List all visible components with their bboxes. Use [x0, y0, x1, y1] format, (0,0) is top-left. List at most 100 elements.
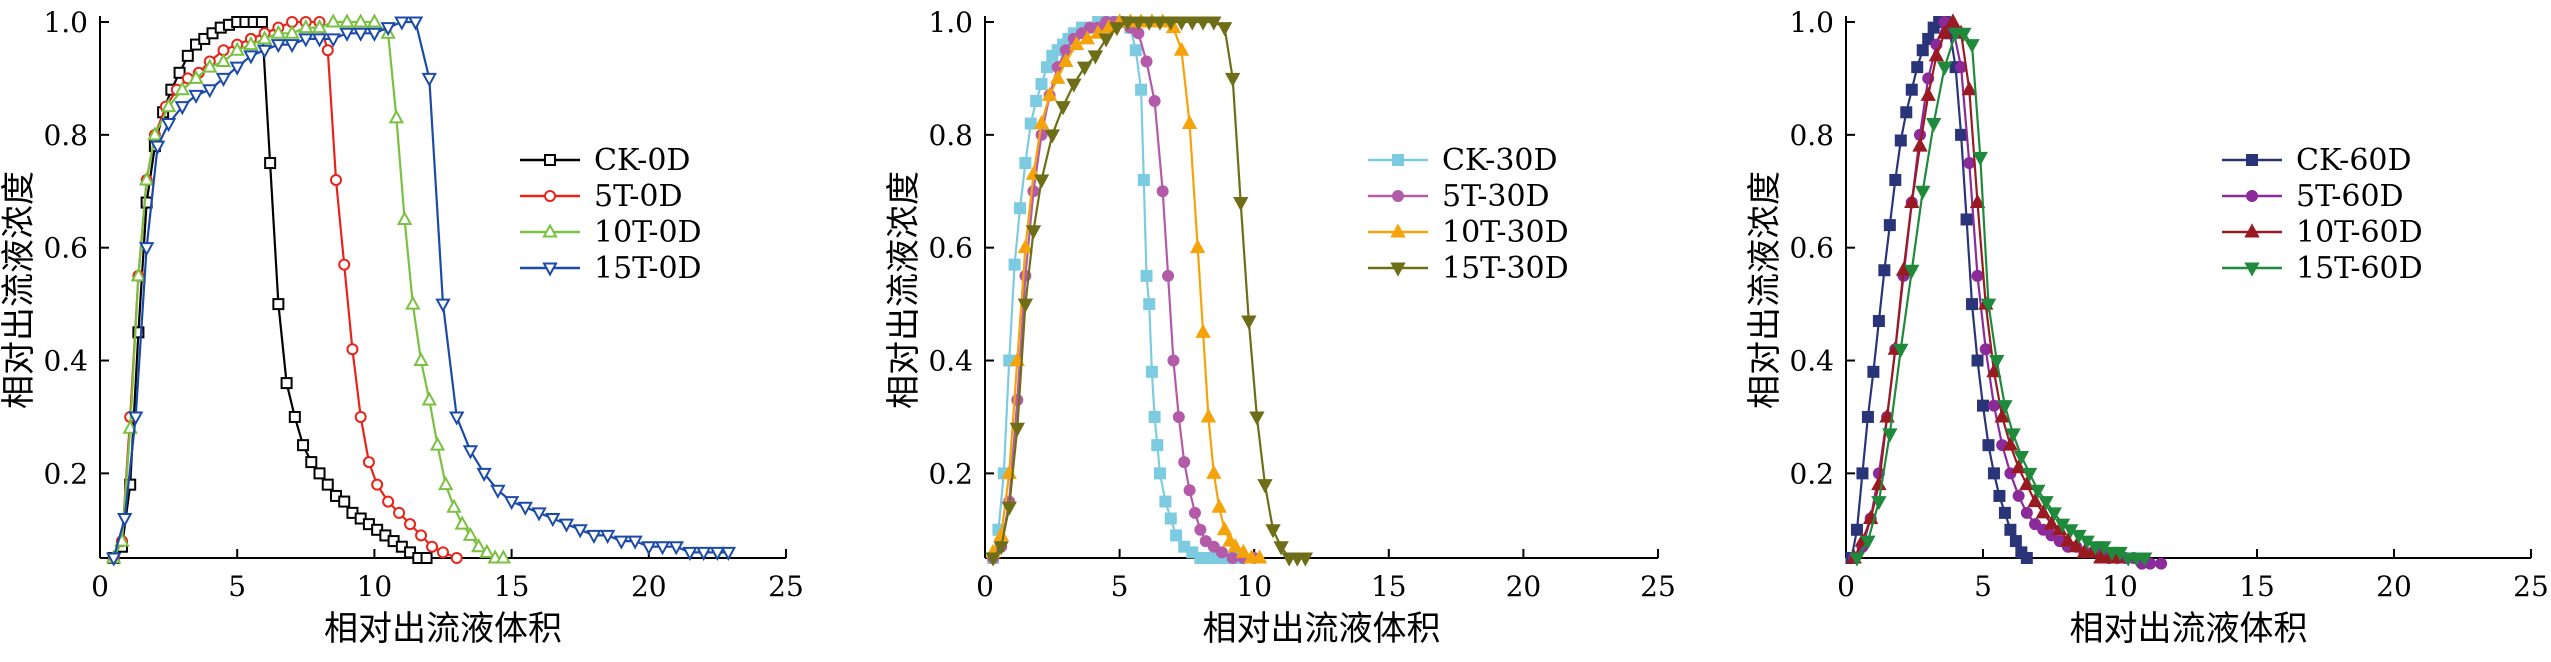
data-point — [2155, 557, 2168, 570]
data-point — [106, 552, 122, 567]
y-tick-label: 0.8 — [1789, 119, 1834, 152]
data-point — [284, 24, 300, 39]
y-tick-label: 0.4 — [43, 345, 88, 378]
data-point — [388, 109, 405, 124]
data-point — [1936, 24, 1953, 39]
legend-label: 15T-30D — [1442, 251, 1569, 286]
y-tick-label: 0.6 — [928, 232, 973, 265]
legend-label: 5T-60D — [2296, 179, 2404, 214]
x-tick-label: 5 — [228, 570, 246, 603]
y-tick-label: 1.0 — [928, 6, 973, 39]
data-point — [1969, 193, 1986, 209]
data-point — [531, 507, 547, 522]
data-point — [1109, 22, 1125, 37]
series-15T-0D — [106, 16, 737, 567]
data-point — [1189, 239, 1206, 254]
data-point — [380, 22, 396, 37]
x-axis-label: 相对出流液体积 — [324, 609, 562, 649]
data-point — [339, 13, 355, 28]
data-point — [352, 27, 369, 42]
data-point — [354, 410, 367, 423]
data-point — [1035, 128, 1048, 141]
data-point — [1194, 523, 1207, 536]
data-point — [405, 295, 421, 310]
data-point — [264, 157, 277, 170]
data-point — [2030, 484, 2046, 499]
data-point — [1972, 151, 1988, 166]
data-point — [1079, 30, 1095, 45]
data-point — [1215, 546, 1228, 559]
data-point — [1019, 157, 1032, 170]
data-point — [407, 16, 424, 31]
data-point — [1017, 239, 1034, 254]
data-point — [1960, 213, 1973, 226]
x-tick-label: 15 — [2239, 570, 2275, 603]
data-point — [1912, 137, 1928, 152]
data-point — [255, 16, 268, 28]
data-point — [1033, 114, 1050, 130]
data-point — [421, 72, 437, 88]
data-point — [1893, 343, 1909, 358]
data-point — [311, 33, 328, 48]
y-tick-label: 1.0 — [43, 6, 88, 39]
data-point — [1044, 129, 1060, 144]
data-point — [1224, 72, 1241, 88]
data-point — [627, 535, 643, 550]
data-point — [173, 66, 186, 79]
series-5T-0D — [107, 16, 463, 564]
data-point — [1152, 16, 1168, 31]
data-point — [1925, 118, 1942, 133]
data-point — [1141, 16, 1157, 31]
data-point — [366, 13, 383, 28]
data-point — [415, 529, 428, 542]
data-point — [450, 552, 463, 564]
data-point — [181, 49, 194, 62]
data-point — [1173, 16, 1190, 31]
data-point — [1140, 55, 1153, 68]
data-point — [1172, 410, 1185, 423]
data-point — [270, 39, 287, 54]
data-point — [313, 467, 326, 480]
data-point — [1058, 52, 1074, 67]
data-point — [1173, 41, 1190, 56]
series-15T-60D — [1849, 27, 2153, 567]
data-point — [2013, 450, 2030, 466]
legend-marker — [1390, 223, 1406, 238]
data-point — [668, 541, 684, 556]
legend-label: 15T-0D — [594, 251, 702, 286]
data-point — [421, 391, 437, 406]
data-point — [1137, 173, 1150, 186]
data-point — [462, 445, 479, 460]
data-point — [1982, 439, 1995, 452]
data-point — [1025, 225, 1042, 240]
y-axis-label: 相对出流液浓度 — [0, 171, 39, 409]
data-point — [1861, 410, 1874, 423]
y-tick-label: 0.2 — [1789, 457, 1834, 490]
data-point — [558, 518, 575, 533]
data-point — [1987, 467, 2000, 480]
data-point — [1164, 512, 1177, 525]
data-point — [517, 501, 534, 516]
data-point — [1098, 33, 1114, 48]
data-point — [1900, 106, 1913, 119]
data-point — [479, 543, 495, 558]
data-point — [138, 242, 155, 257]
legend-label: 5T-0D — [594, 179, 683, 214]
data-point — [160, 98, 177, 113]
data-point — [545, 513, 561, 528]
data-point — [2020, 552, 2033, 564]
x-tick-label: 10 — [357, 570, 393, 603]
data-point — [1956, 27, 1972, 42]
data-point — [1871, 496, 1887, 511]
data-point — [1027, 185, 1040, 198]
data-point — [438, 476, 454, 491]
data-point — [149, 140, 166, 155]
data-point — [147, 126, 163, 141]
data-point — [1979, 343, 1992, 356]
data-point — [2060, 532, 2076, 547]
data-point — [1030, 94, 1043, 107]
series-5T-60D — [1848, 16, 2168, 570]
data-point — [2029, 518, 2042, 531]
data-point — [1167, 354, 1180, 367]
series-line — [112, 20, 427, 560]
